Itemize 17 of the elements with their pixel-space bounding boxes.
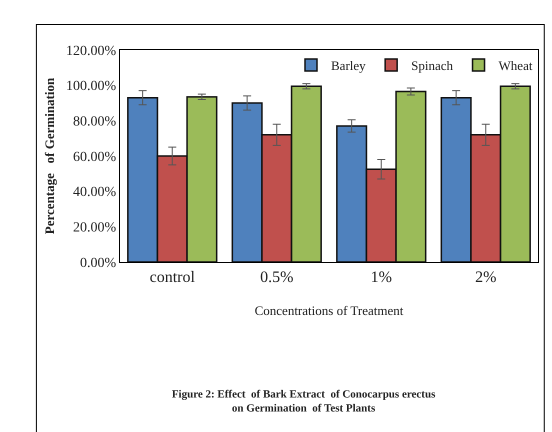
legend-label: Spinach xyxy=(411,58,454,74)
x-tick-label: 0.5% xyxy=(260,269,294,286)
x-tick-label: control xyxy=(150,269,196,286)
x-tick-label: 1% xyxy=(370,269,392,286)
y-tick-label: 120.00% xyxy=(66,44,117,59)
text: Figure 2: Effect of Bark Extract of Conocarpus erectus on Germination of Test Plants xyxy=(172,388,436,415)
legend-label: Wheat xyxy=(498,58,533,74)
y-tick-label: 60.00% xyxy=(73,150,117,165)
legend-label: Barley xyxy=(331,58,366,74)
y-tick-label: 0.00% xyxy=(80,256,117,271)
y-axis-title: Percentage of Germination xyxy=(42,77,57,234)
x-axis-title: Concentrations of Treatment xyxy=(254,302,404,318)
y-tick-label: 80.00% xyxy=(73,114,117,130)
y-tick-label: 100.00% xyxy=(66,79,117,94)
y-tick-label: 40.00% xyxy=(73,185,117,200)
y-tick-label: 20.00% xyxy=(73,220,117,236)
x-tick-label: 2% xyxy=(475,269,496,286)
